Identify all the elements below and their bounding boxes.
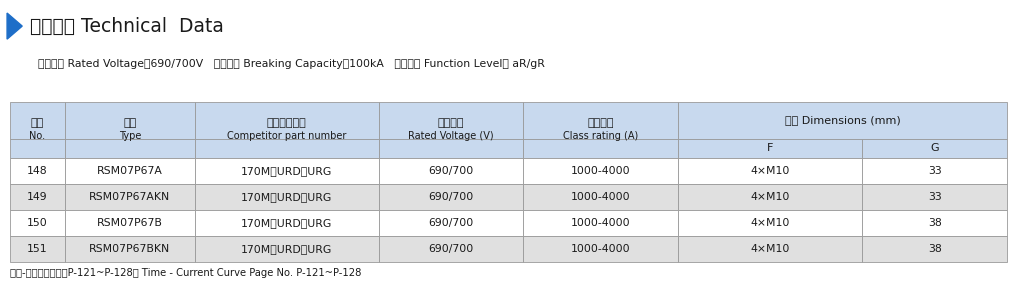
Bar xyxy=(523,184,678,210)
Text: RSM07P67A: RSM07P67A xyxy=(97,166,163,176)
Bar xyxy=(195,102,379,139)
Bar xyxy=(65,158,195,184)
Bar xyxy=(379,236,523,262)
Bar xyxy=(10,184,65,210)
Bar xyxy=(863,210,1007,236)
Bar xyxy=(523,158,678,184)
Text: 38: 38 xyxy=(928,244,941,254)
Bar xyxy=(863,184,1007,210)
Bar xyxy=(65,102,195,139)
Text: 尺寸 Dimensions (mm): 尺寸 Dimensions (mm) xyxy=(785,115,900,125)
Text: 690/700: 690/700 xyxy=(428,218,474,228)
Bar xyxy=(195,158,379,184)
Text: 额定电压 Rated Voltage；690/700V   分断能力 Breaking Capacity；100kA   功能等级 Function Level: 额定电压 Rated Voltage；690/700V 分断能力 Breakin… xyxy=(38,59,545,69)
Text: 4×M10: 4×M10 xyxy=(750,192,790,202)
Text: RSM07P67BKN: RSM07P67BKN xyxy=(89,244,171,254)
Text: 149: 149 xyxy=(27,192,47,202)
Text: 33: 33 xyxy=(928,192,941,202)
Text: 1000-4000: 1000-4000 xyxy=(571,166,630,176)
Bar xyxy=(379,158,523,184)
Bar xyxy=(65,139,195,158)
Polygon shape xyxy=(7,13,22,39)
Bar xyxy=(863,236,1007,262)
Text: 151: 151 xyxy=(27,244,47,254)
Bar xyxy=(65,184,195,210)
Bar xyxy=(379,210,523,236)
Bar xyxy=(863,158,1007,184)
Bar xyxy=(10,236,65,262)
Text: 1000-4000: 1000-4000 xyxy=(571,244,630,254)
Bar xyxy=(10,158,65,184)
Text: 170M、URD、URG: 170M、URD、URG xyxy=(241,166,332,176)
Bar xyxy=(678,139,863,158)
Bar xyxy=(678,102,1007,139)
Bar xyxy=(10,102,65,139)
Text: 同类产品型号: 同类产品型号 xyxy=(267,118,307,128)
Text: 序号: 序号 xyxy=(31,118,44,128)
Text: 150: 150 xyxy=(27,218,47,228)
Text: 1000-4000: 1000-4000 xyxy=(571,218,630,228)
Bar xyxy=(195,236,379,262)
Text: Type: Type xyxy=(118,131,141,141)
Text: 4×M10: 4×M10 xyxy=(750,166,790,176)
Bar xyxy=(379,184,523,210)
Text: 170M、URD、URG: 170M、URD、URG xyxy=(241,192,332,202)
Bar xyxy=(523,236,678,262)
Text: 技术参数 Technical  Data: 技术参数 Technical Data xyxy=(30,17,224,36)
Text: 时间-电流特性曲线见P-121~P-128页 Time - Current Curve Page No. P-121~P-128: 时间-电流特性曲线见P-121~P-128页 Time - Current Cu… xyxy=(10,268,362,278)
Text: Class rating (A): Class rating (A) xyxy=(564,131,638,141)
Text: 170M、URD、URG: 170M、URD、URG xyxy=(241,244,332,254)
Text: G: G xyxy=(930,143,939,153)
Text: F: F xyxy=(767,143,774,153)
Bar xyxy=(195,210,379,236)
Text: 690/700: 690/700 xyxy=(428,244,474,254)
Text: 170M、URD、URG: 170M、URD、URG xyxy=(241,218,332,228)
Bar xyxy=(678,210,863,236)
Bar xyxy=(678,236,863,262)
Text: 电流等级: 电流等级 xyxy=(588,118,614,128)
Text: 148: 148 xyxy=(27,166,47,176)
Bar xyxy=(65,236,195,262)
Bar xyxy=(10,139,65,158)
Bar xyxy=(379,139,523,158)
Bar xyxy=(195,139,379,158)
Text: 额定电压: 额定电压 xyxy=(438,118,465,128)
Bar xyxy=(523,102,678,139)
Text: RSM07P67B: RSM07P67B xyxy=(97,218,163,228)
Text: Competitor part number: Competitor part number xyxy=(227,131,346,141)
Bar xyxy=(523,210,678,236)
Bar xyxy=(678,184,863,210)
Bar xyxy=(65,210,195,236)
Bar xyxy=(10,210,65,236)
Bar xyxy=(678,158,863,184)
Bar xyxy=(523,139,678,158)
Text: 1000-4000: 1000-4000 xyxy=(571,192,630,202)
Bar xyxy=(379,102,523,139)
Text: 33: 33 xyxy=(928,166,941,176)
Text: Rated Voltage (V): Rated Voltage (V) xyxy=(408,131,494,141)
Text: 4×M10: 4×M10 xyxy=(750,244,790,254)
Bar xyxy=(863,139,1007,158)
Bar xyxy=(195,184,379,210)
Text: 4×M10: 4×M10 xyxy=(750,218,790,228)
Text: RSM07P67AKN: RSM07P67AKN xyxy=(89,192,171,202)
Text: No.: No. xyxy=(29,131,45,141)
Text: 690/700: 690/700 xyxy=(428,192,474,202)
Text: 690/700: 690/700 xyxy=(428,166,474,176)
Text: 38: 38 xyxy=(928,218,941,228)
Text: 型号: 型号 xyxy=(123,118,136,128)
